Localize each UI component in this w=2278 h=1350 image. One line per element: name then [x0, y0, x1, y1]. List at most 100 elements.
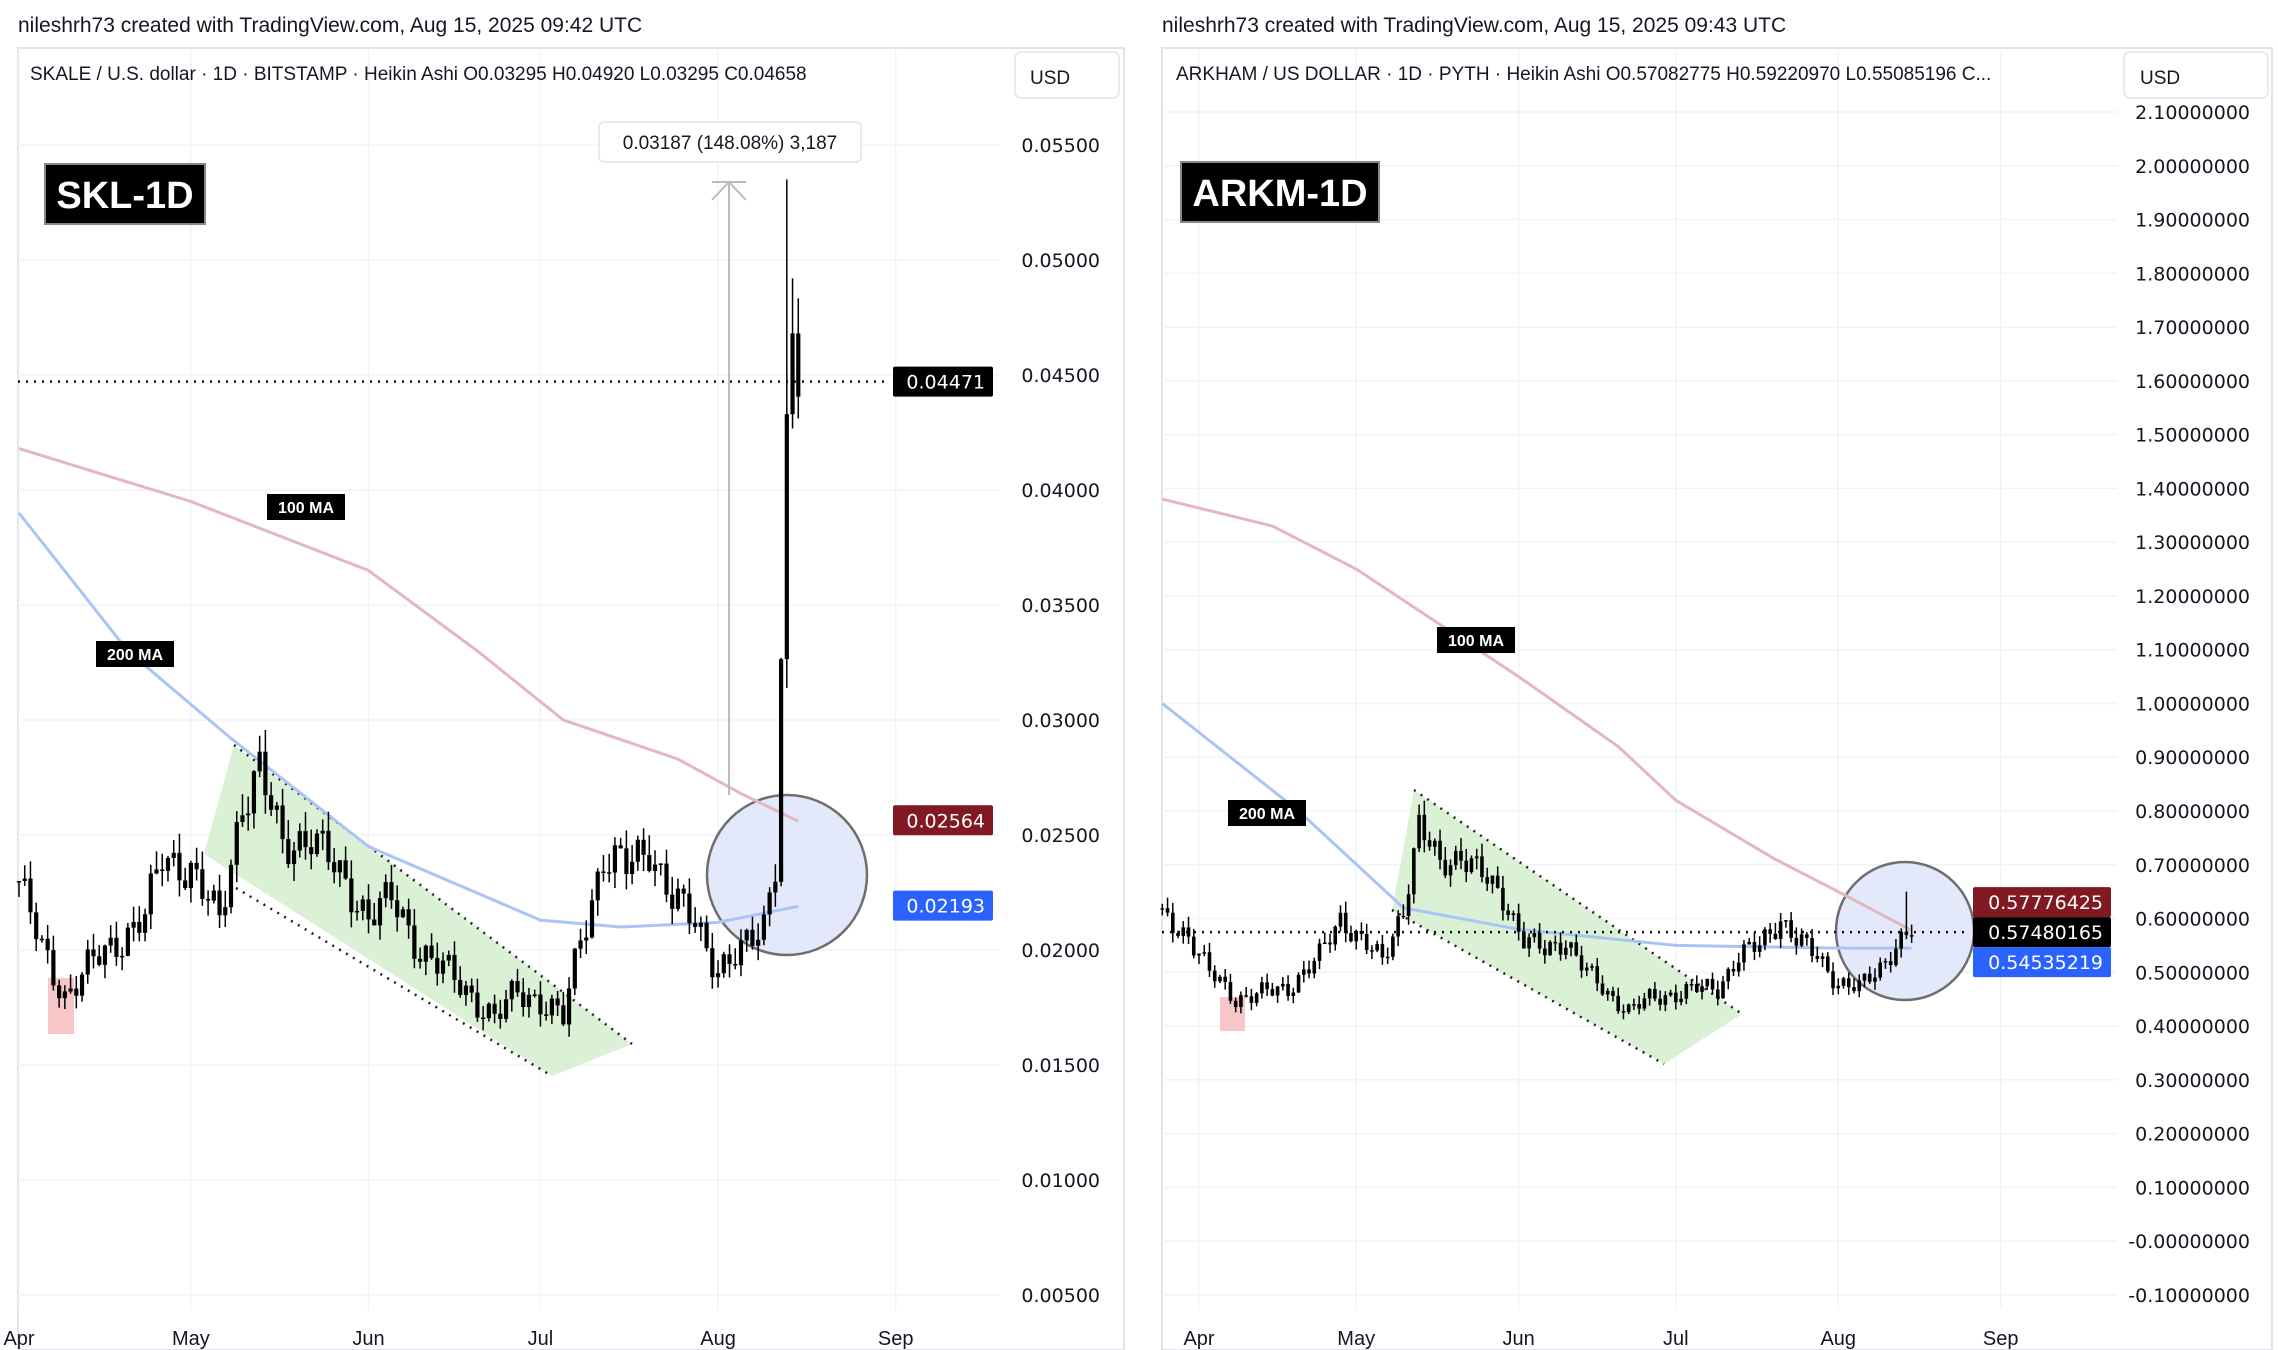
- candle: [1590, 966, 1594, 968]
- candle: [761, 914, 766, 940]
- price-axis[interactable]: 2.10000000 2.00000000 1.90000000 1.80000000…: [2128, 102, 2250, 1307]
- candle: [228, 864, 234, 908]
- candle: [738, 940, 744, 966]
- candle: [332, 862, 337, 873]
- candle: [1506, 910, 1510, 916]
- price-tag: [893, 805, 993, 836]
- candle: [704, 922, 709, 949]
- candle: [1370, 950, 1374, 952]
- candle: [1909, 935, 1914, 937]
- candle: [1757, 945, 1762, 952]
- candle: [1647, 989, 1652, 999]
- y-tick-label: 0.20000000: [2135, 1124, 2250, 1146]
- candle: [1338, 912, 1343, 927]
- candle: [1558, 942, 1563, 955]
- candle: [549, 998, 554, 1016]
- candle: [710, 948, 715, 978]
- candle: [1385, 956, 1390, 959]
- price-axis[interactable]: 0.05500 0.05000 0.04500 0.04000 0.03500 0.030…: [1021, 135, 1100, 1307]
- candle: [1176, 933, 1180, 936]
- candle: [406, 909, 411, 926]
- candle: [303, 831, 308, 848]
- x-tick-label: Aug: [1820, 1328, 1856, 1350]
- candle: [1731, 968, 1736, 972]
- candle: [372, 919, 377, 926]
- candle: [1642, 998, 1647, 1009]
- candle: [91, 949, 96, 957]
- candle: [1695, 984, 1699, 992]
- x-tick-label: May: [172, 1328, 210, 1350]
- candle: [108, 937, 113, 946]
- candle: [1773, 933, 1778, 939]
- candle: [366, 899, 371, 920]
- candle: [1600, 983, 1605, 995]
- chart-credit: nileshrh73 created with TradingView.com,…: [18, 14, 642, 37]
- candle: [1459, 850, 1463, 861]
- ma100-line: [18, 447, 799, 823]
- currency-button[interactable]: USD: [1014, 51, 1120, 99]
- candle: [1443, 859, 1448, 876]
- y-tick-label: -0.00000000: [2128, 1231, 2250, 1253]
- ma100-label: [1437, 627, 1515, 653]
- y-tick-label: 0.40000000: [2135, 1016, 2250, 1038]
- currency-button-label[interactable]: USD: [1030, 68, 1070, 89]
- candle: [1820, 956, 1825, 959]
- candle: [1212, 970, 1217, 982]
- candle: [148, 873, 153, 915]
- candle: [658, 863, 663, 865]
- candle: [1831, 971, 1835, 989]
- candle: [400, 909, 406, 918]
- highlight-circle: [1834, 860, 1976, 1002]
- candle: [1784, 920, 1788, 922]
- time-axis[interactable]: Apr May Jun Jul Aug Sep: [3, 1328, 913, 1350]
- price-tags: 0.57776425 0.57480165 0.54535219: [1973, 887, 2111, 978]
- candle: [165, 857, 171, 871]
- symbol-badge-text: SKL-1D: [56, 175, 193, 217]
- candle: [34, 912, 39, 940]
- time-axis[interactable]: Apr May Jun Jul Aug Sep: [1183, 1328, 2018, 1350]
- candle: [1186, 927, 1191, 937]
- candle: [515, 981, 520, 993]
- y-tick-label: 0.04500: [1021, 365, 1100, 387]
- candle: [1878, 962, 1882, 978]
- candle: [790, 333, 795, 415]
- candle: [1364, 933, 1369, 951]
- arkm-panel: nileshrh73 created with TradingView.com,…: [1160, 14, 2273, 1350]
- candle: [309, 847, 314, 855]
- candle: [412, 925, 417, 959]
- candle: [1412, 848, 1416, 895]
- ma200-label: [96, 641, 174, 667]
- candle: [171, 852, 176, 858]
- currency-button[interactable]: USD: [2123, 51, 2269, 99]
- candle: [114, 937, 119, 957]
- candle: [670, 894, 675, 909]
- currency-button-label[interactable]: USD: [2140, 68, 2180, 89]
- candle: [1527, 937, 1531, 949]
- y-tick-label: 1.10000000: [2135, 640, 2250, 662]
- chart-frame: [1161, 47, 2273, 1350]
- candle: [1747, 942, 1751, 945]
- candle: [1438, 840, 1442, 860]
- candle: [1469, 858, 1474, 873]
- candle: [291, 850, 297, 865]
- symbol-legend: SKALE / U.S. dollar · 1D · BITSTAMP · He…: [30, 64, 807, 85]
- candle: [1312, 960, 1317, 974]
- candle: [154, 869, 159, 874]
- candle: [205, 898, 211, 901]
- y-tick-label: 1.60000000: [2135, 371, 2250, 393]
- price-tag-value: 0.02193: [906, 896, 985, 918]
- candle: [635, 839, 640, 862]
- candle: [183, 880, 188, 889]
- candle: [1537, 932, 1542, 949]
- candle: [51, 950, 56, 986]
- candle: [1480, 856, 1484, 878]
- candle: [28, 878, 33, 913]
- candle: [1904, 931, 1909, 936]
- candle: [1626, 1004, 1631, 1013]
- candle: [1689, 984, 1694, 986]
- y-tick-label: 0.05500: [1021, 135, 1100, 157]
- candle: [280, 805, 285, 840]
- y-tick-label: 0.90000000: [2135, 747, 2250, 769]
- candle: [418, 958, 423, 962]
- candle: [360, 899, 365, 911]
